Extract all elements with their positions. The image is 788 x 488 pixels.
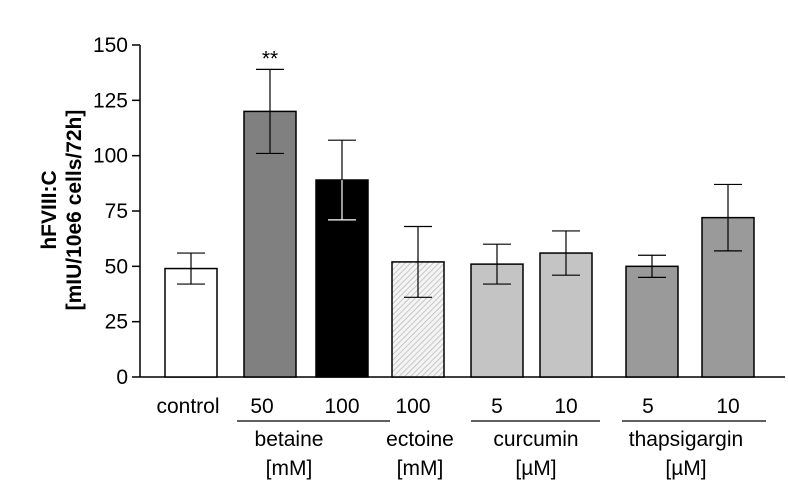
group-name: thapsigargin	[629, 428, 743, 451]
bars: **	[164, 47, 755, 378]
group-unit: [mM]	[397, 457, 444, 480]
bar	[164, 267, 218, 378]
y-tick-label: 125	[93, 89, 128, 112]
x-tick-label: control	[156, 395, 219, 418]
x-tick-label: 10	[716, 395, 739, 418]
x-axis-labels: control 50 100 100 5 10 5 10	[156, 395, 739, 418]
y-tick-label: 100	[93, 145, 128, 168]
x-tick-label: 100	[324, 395, 359, 418]
group-unit: [µM]	[515, 457, 556, 480]
y-tick-label: 150	[93, 34, 128, 57]
group-labels: betaine [mM] ectoine [mM] curcumin [µM] thapsi…	[237, 420, 766, 480]
x-tick-label: 5	[642, 395, 654, 418]
y-axis-label-line1: hFVIII:C	[38, 170, 61, 249]
x-tick-label: 10	[554, 395, 577, 418]
y-tick-label: 25	[105, 311, 128, 334]
y-tick-label: 0	[116, 366, 128, 389]
group-unit: [µM]	[665, 457, 706, 480]
group-name: betaine	[255, 428, 324, 451]
group-name: curcumin	[493, 428, 578, 451]
x-tick-label: 100	[395, 395, 430, 418]
bar	[625, 265, 679, 378]
group-unit: [mM]	[266, 457, 313, 480]
x-tick-label: 5	[491, 395, 503, 418]
y-tick-label: 50	[105, 255, 128, 278]
bar	[243, 110, 297, 378]
y-axis-label: hFVIII:C [mIU/10e6 cells/72h]	[38, 110, 86, 311]
y-axis-label-line2: [mIU/10e6 cells/72h]	[63, 110, 86, 311]
y-tick-label: 75	[105, 200, 128, 223]
y-axis-ticks: 0 25 50 75 100 125 150	[93, 34, 140, 389]
significance-annotation: **	[262, 47, 278, 70]
group-name: ectoine	[386, 428, 454, 451]
x-tick-label: 50	[250, 395, 273, 418]
